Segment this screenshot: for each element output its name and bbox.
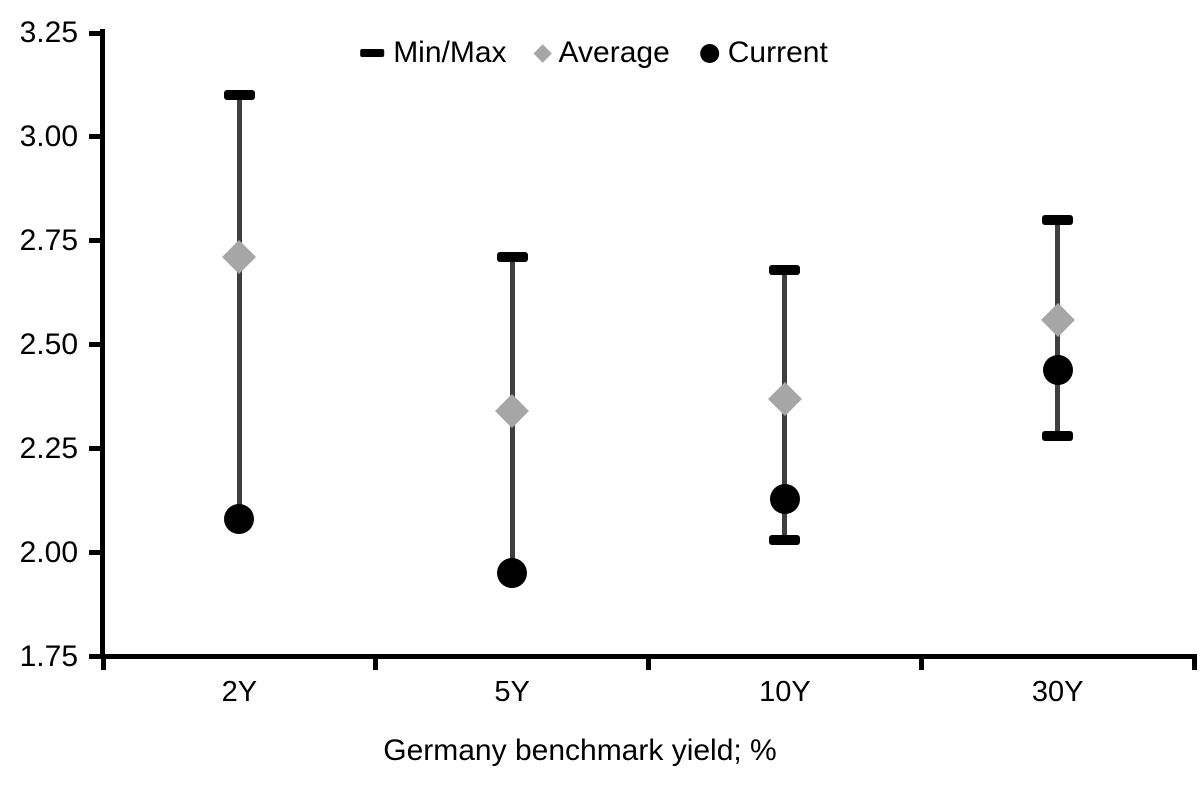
legend-label-minmax: Min/Max [393,36,507,69]
legend-label-average: Average [558,36,670,69]
average-marker-2Y [222,240,257,275]
max-cap-10Y [769,264,801,275]
max-cap-30Y [1042,215,1074,226]
x-axis-category-label: 10Y [759,676,811,708]
max-cap-5Y [496,252,528,263]
legend-item-current: Current [699,36,828,70]
y-axis-tick [89,134,103,140]
range-line-2Y [236,95,242,520]
chart-legend: Min/Max Average Current [360,36,828,70]
average-marker-10Y [767,381,802,416]
y-axis-tick [89,550,103,556]
min-cap-10Y [769,535,801,546]
x-axis-tick [100,656,106,670]
y-axis-tick-label: 1.75 [19,639,78,673]
legend-label-current: Current [727,36,828,69]
min-cap-30Y [1042,431,1074,442]
x-axis-tick [373,656,379,670]
average-marker-30Y [1040,302,1075,337]
y-axis-tick-label: 3.00 [19,119,78,153]
x-axis-category-label: 5Y [494,676,530,708]
current-marker-30Y [1042,354,1073,385]
y-axis-tick-label: 2.75 [19,223,78,257]
y-axis-tick-label: 2.50 [19,327,78,361]
x-axis-title: Germany benchmark yield; % [383,734,777,767]
y-axis-tick [89,446,103,452]
y-axis-tick [89,30,103,36]
y-axis-tick [89,238,103,244]
x-axis-tick [1191,656,1197,670]
y-axis-tick-label: 2.25 [19,431,78,465]
x-axis-tick [918,656,924,670]
y-axis-tick [89,654,103,659]
legend-item-minmax: Min/Max [360,36,507,70]
minmax-dash-icon [360,49,385,57]
current-marker-5Y [497,558,528,589]
x-axis-category-label: 30Y [1031,676,1084,708]
current-marker-10Y [769,483,800,514]
current-marker-2Y [224,504,255,535]
y-axis-tick [89,342,103,348]
legend-item-average: Average [533,36,670,70]
average-marker-5Y [495,394,530,429]
y-axis-tick-label: 2.00 [19,535,78,569]
max-cap-2Y [223,90,255,101]
average-diamond-icon [533,43,553,63]
x-axis-tick [646,656,651,670]
x-axis-category-label: 2Y [221,676,258,708]
y-axis-tick-label: 3.25 [19,16,78,49]
current-circle-icon [699,43,719,63]
